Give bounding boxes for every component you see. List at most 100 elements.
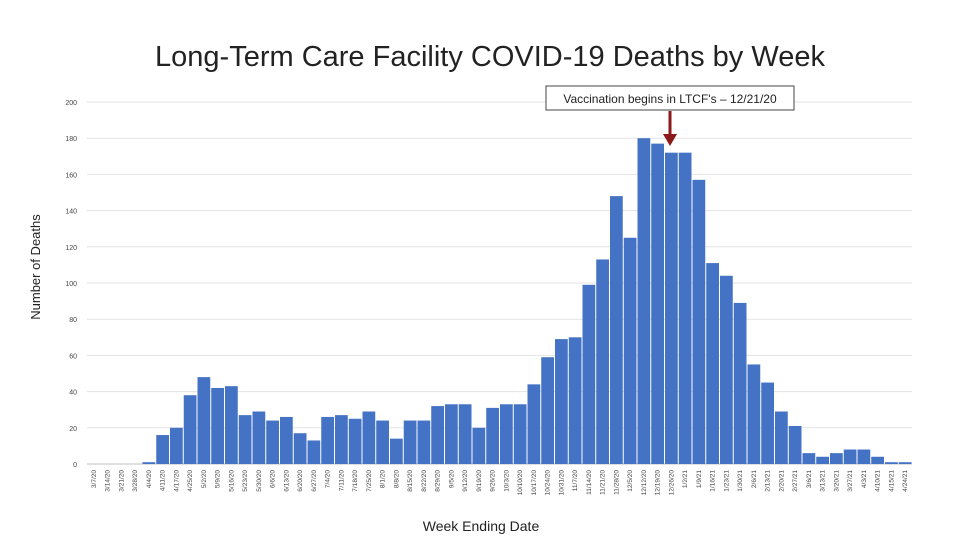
bar [678,152,692,464]
bar [582,284,596,464]
bar [211,387,224,464]
x-tick-label: 7/11/20 [338,470,345,492]
bar [706,263,719,464]
x-tick-label: 5/23/20 [242,470,249,492]
y-axis-ticks: 0 20 40 60 80 100 120 140 160 180 200 [65,100,77,469]
bar [252,411,266,464]
y-tick-label: 80 [69,317,77,324]
bar [692,179,706,464]
x-tick-label: 3/14/20 [105,470,112,492]
x-tick-label: 4/3/21 [861,470,868,488]
x-tick-label: 7/25/20 [366,470,373,492]
y-axis-label: Number of Deaths [28,214,43,320]
x-tick-label: 11/28/20 [613,470,620,495]
chart-title: Long-Term Care Facility COVID-19 Deaths … [155,41,825,73]
x-tick-label: 6/6/20 [270,470,277,488]
x-tick-label: 8/8/20 [393,470,400,488]
bar [362,411,376,464]
x-tick-label: 10/31/20 [558,470,565,496]
bar [335,415,348,464]
bar [885,462,898,464]
bar [651,143,664,464]
bars [142,138,912,464]
x-tick-label: 4/25/20 [187,470,194,492]
y-tick-label: 160 [65,172,77,179]
x-tick-label: 10/10/20 [517,470,524,496]
y-tick-label: 20 [69,426,77,433]
x-tick-label: 3/7/20 [91,470,98,488]
bar [445,404,458,464]
bar [500,404,513,464]
bar [321,416,334,464]
annotation: Vaccination begins in LTCF's – 12/21/20 [545,85,795,146]
x-tick-label: 4/15/21 [888,470,895,492]
bar [458,404,472,464]
x-tick-label: 10/3/20 [503,470,510,492]
bar [775,411,788,464]
bar [843,449,857,464]
x-tick-label: 3/21/20 [118,470,125,492]
bar [541,357,554,464]
bar [665,152,678,464]
bar [733,302,747,464]
x-tick-label: 1/23/21 [723,470,730,492]
x-tick-label: 7/4/20 [325,470,332,488]
bar [293,433,307,464]
bar [486,407,499,464]
x-tick-label: 8/1/20 [380,470,387,488]
x-tick-label: 1/2/21 [682,470,689,488]
bar [802,453,816,464]
x-tick-label: 3/13/21 [820,470,827,492]
bar [857,449,871,464]
bar [720,275,733,464]
bar [280,416,293,464]
x-tick-label: 6/27/20 [311,470,318,492]
x-tick-label: 8/15/20 [407,470,414,492]
bar [513,404,527,464]
bar [183,395,197,464]
x-tick-label: 8/22/20 [421,470,428,492]
x-tick-label: 2/27/21 [792,470,799,492]
y-tick-label: 100 [65,281,77,288]
x-tick-label: 2/6/21 [751,470,758,488]
bar [390,438,403,464]
x-tick-label: 4/11/20 [160,470,167,492]
x-tick-label: 11/14/20 [586,470,593,495]
x-tick-label: 4/10/21 [875,470,882,492]
bar [555,339,568,464]
bar [417,420,431,464]
bar [761,382,774,464]
x-axis-label: Week Ending Date [423,518,540,534]
x-tick-label: 12/12/20 [641,470,648,496]
x-tick-label: 9/5/20 [448,470,455,488]
x-tick-label: 1/16/21 [710,470,717,492]
x-tick-label: 2/13/21 [765,470,772,492]
x-tick-label: 9/26/20 [490,470,497,492]
x-tick-label: 8/29/20 [435,470,442,492]
annotation-box [545,85,795,111]
bar [348,418,362,464]
y-tick-label: 120 [65,245,77,252]
y-tick-label: 40 [69,390,77,397]
x-tick-label: 4/4/20 [146,470,153,488]
x-tick-label: 10/24/20 [545,470,552,496]
x-tick-label: 9/19/20 [476,470,483,492]
y-tick-label: 0 [73,462,77,469]
bar [431,406,444,464]
bar [610,196,623,464]
bar [596,259,609,464]
y-tick-label: 140 [65,209,77,216]
x-tick-label: 5/30/20 [256,470,263,492]
bar [156,435,169,464]
bar [307,440,321,464]
bar [871,456,884,464]
annotation-text: Vaccination begins in LTCF's – 12/21/20 [563,92,777,106]
bar [142,462,156,464]
x-tick-label: 5/9/20 [215,470,222,488]
x-tick-label: 5/2/20 [201,470,208,488]
x-tick-label: 10/17/20 [531,470,538,496]
x-tick-label: 12/19/20 [655,470,662,496]
bar [788,425,802,464]
y-tick-label: 60 [69,353,77,360]
